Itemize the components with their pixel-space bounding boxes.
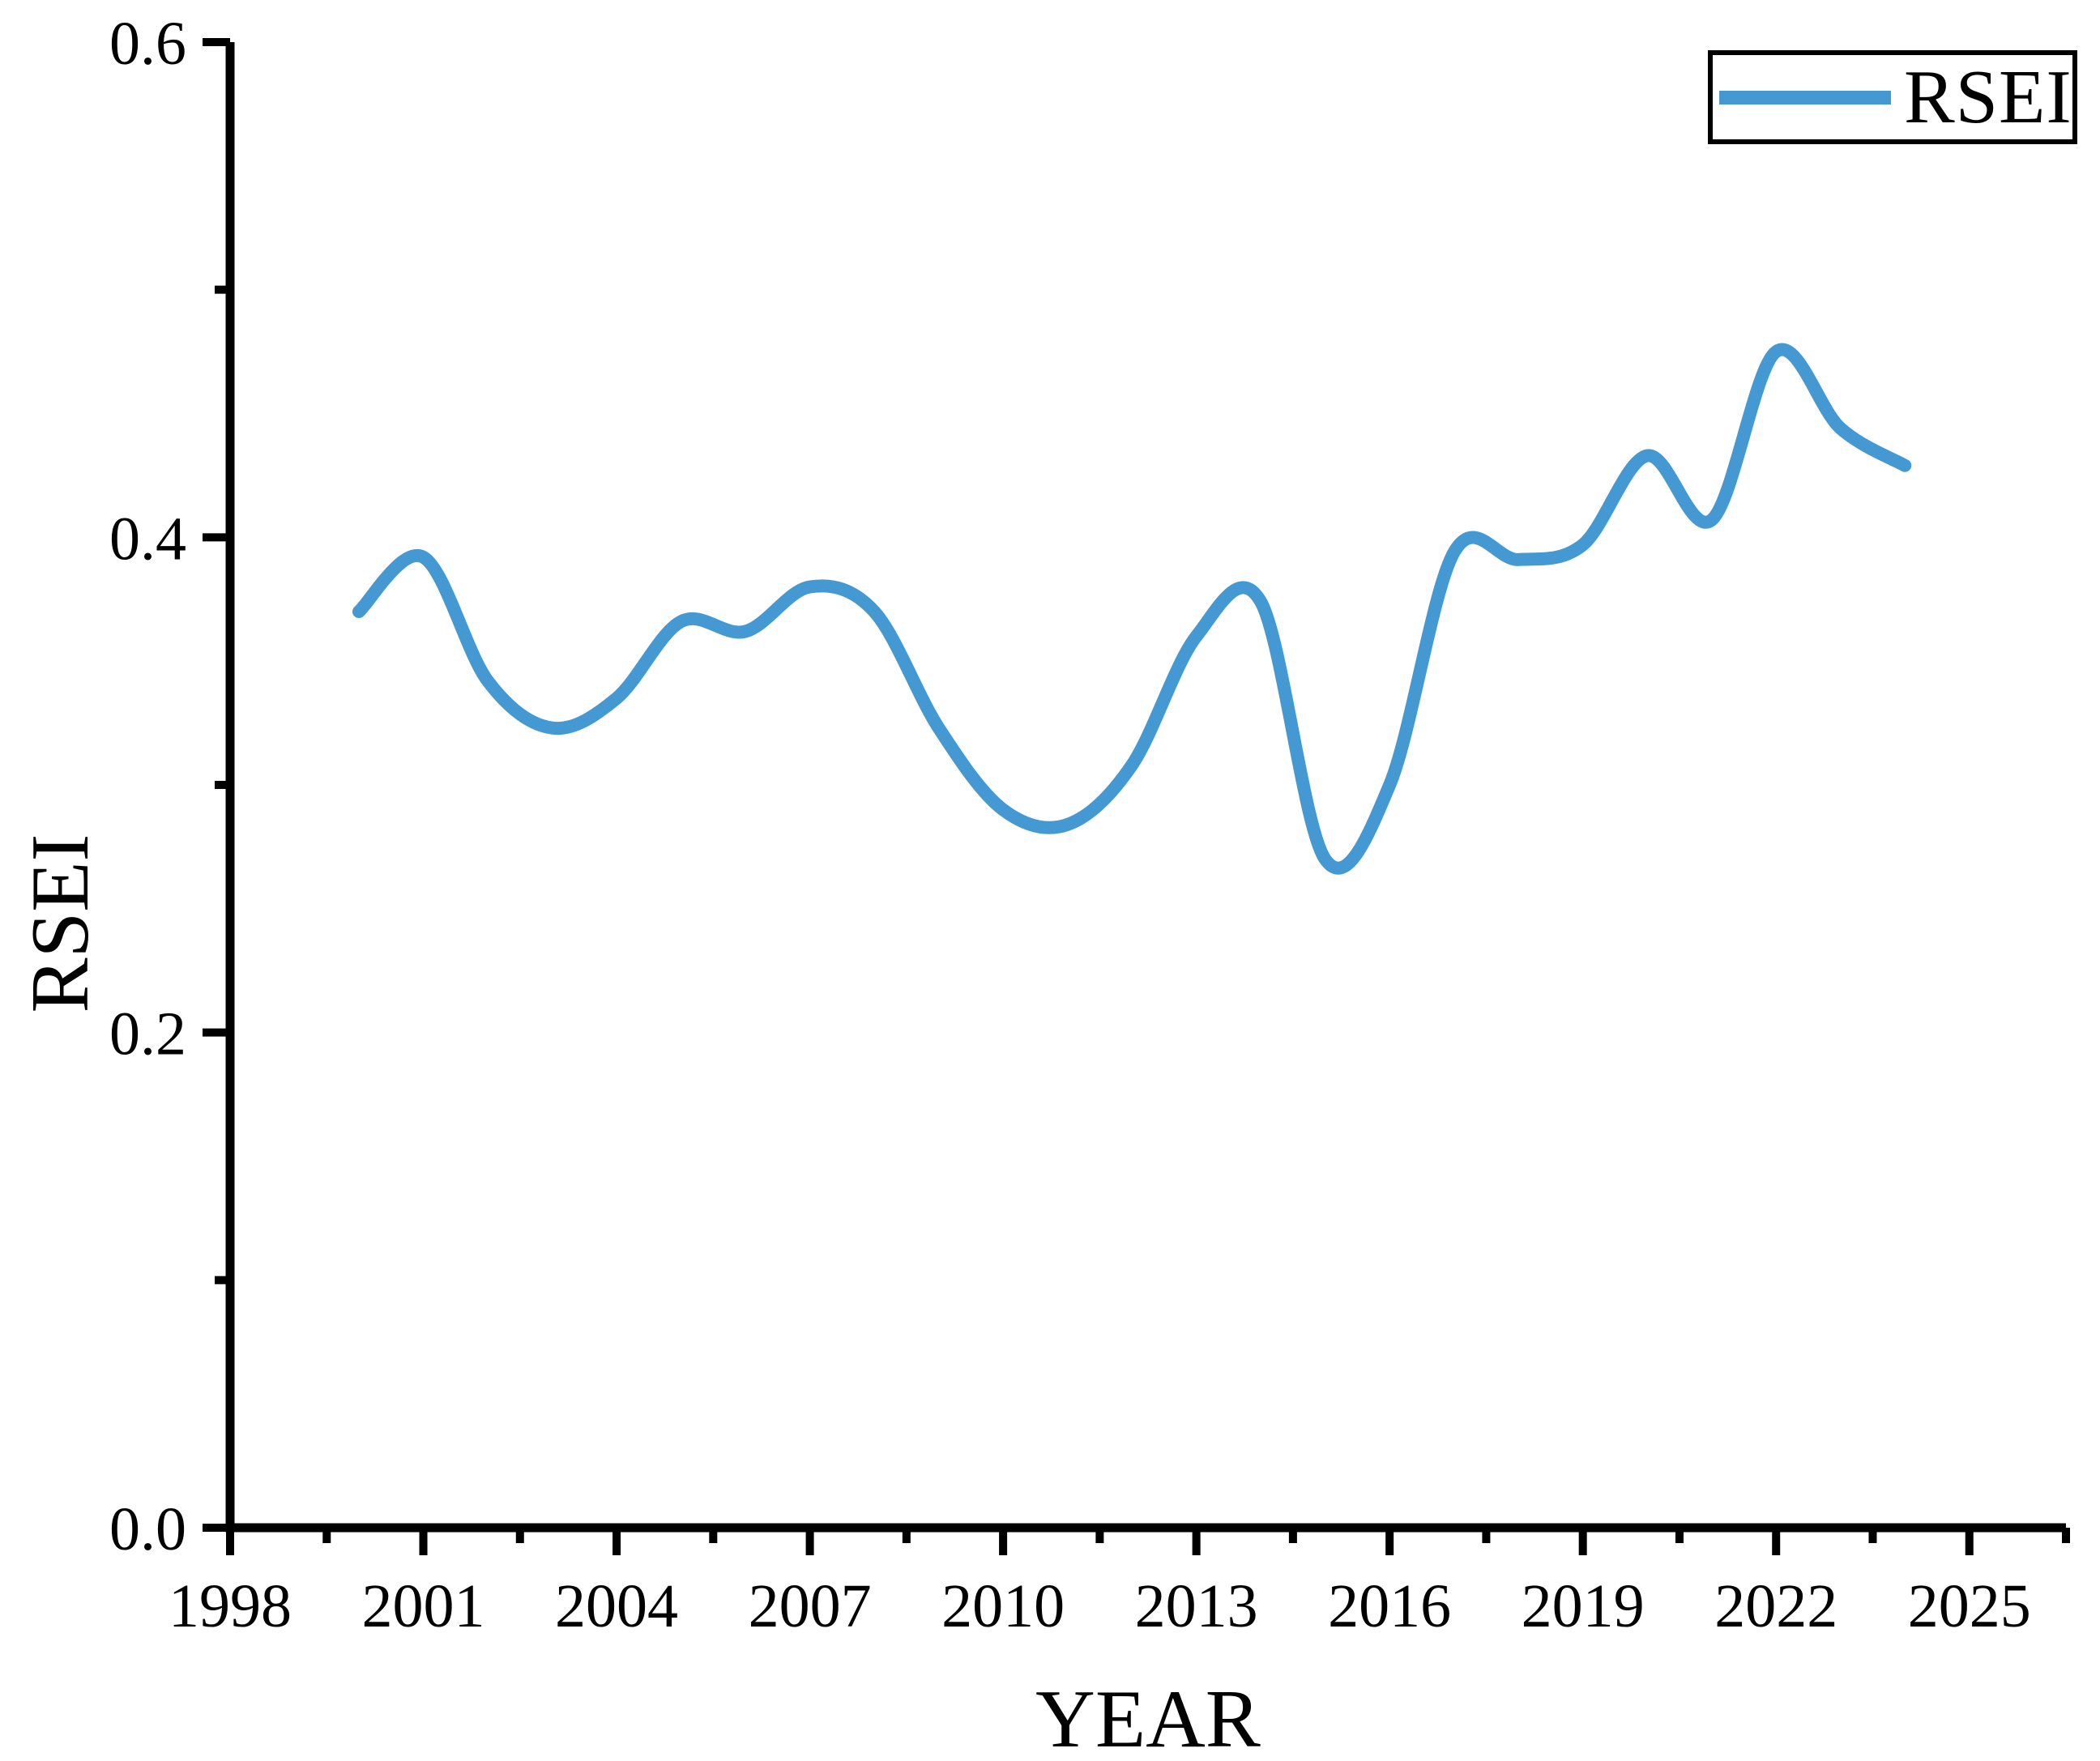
x-tick-label: 2001 bbox=[362, 1572, 485, 1640]
rsei-series-line bbox=[352, 343, 1912, 875]
legend-line-swatch bbox=[1719, 90, 1891, 104]
x-tick-label: 2004 bbox=[555, 1572, 678, 1640]
y-tick-label: 0.4 bbox=[109, 505, 186, 573]
y-axis-title: RSEI bbox=[15, 834, 106, 1013]
x-tick-label: 2025 bbox=[1908, 1572, 2031, 1640]
x-tick-label: 2019 bbox=[1522, 1572, 1645, 1640]
y-tick-label: 0.2 bbox=[109, 1000, 186, 1068]
legend-box: RSEI bbox=[1708, 50, 2077, 144]
axis-lines bbox=[225, 42, 2066, 1533]
x-tick-label: 2010 bbox=[941, 1572, 1065, 1640]
y-tick-label: 0.6 bbox=[109, 10, 186, 78]
x-axis-title: YEAR bbox=[1035, 1674, 1261, 1761]
x-tick-label: 2007 bbox=[749, 1572, 872, 1640]
x-tick-label: 2016 bbox=[1328, 1572, 1451, 1640]
y-axis-title-box: RSEI bbox=[0, 680, 182, 1166]
x-tick-label: 2013 bbox=[1135, 1572, 1258, 1640]
y-tick-label: 0.0 bbox=[109, 1495, 186, 1563]
x-tick-label: 1998 bbox=[169, 1572, 292, 1640]
x-tick-label: 2022 bbox=[1714, 1572, 1838, 1640]
legend-label: RSEI bbox=[1904, 55, 2072, 139]
